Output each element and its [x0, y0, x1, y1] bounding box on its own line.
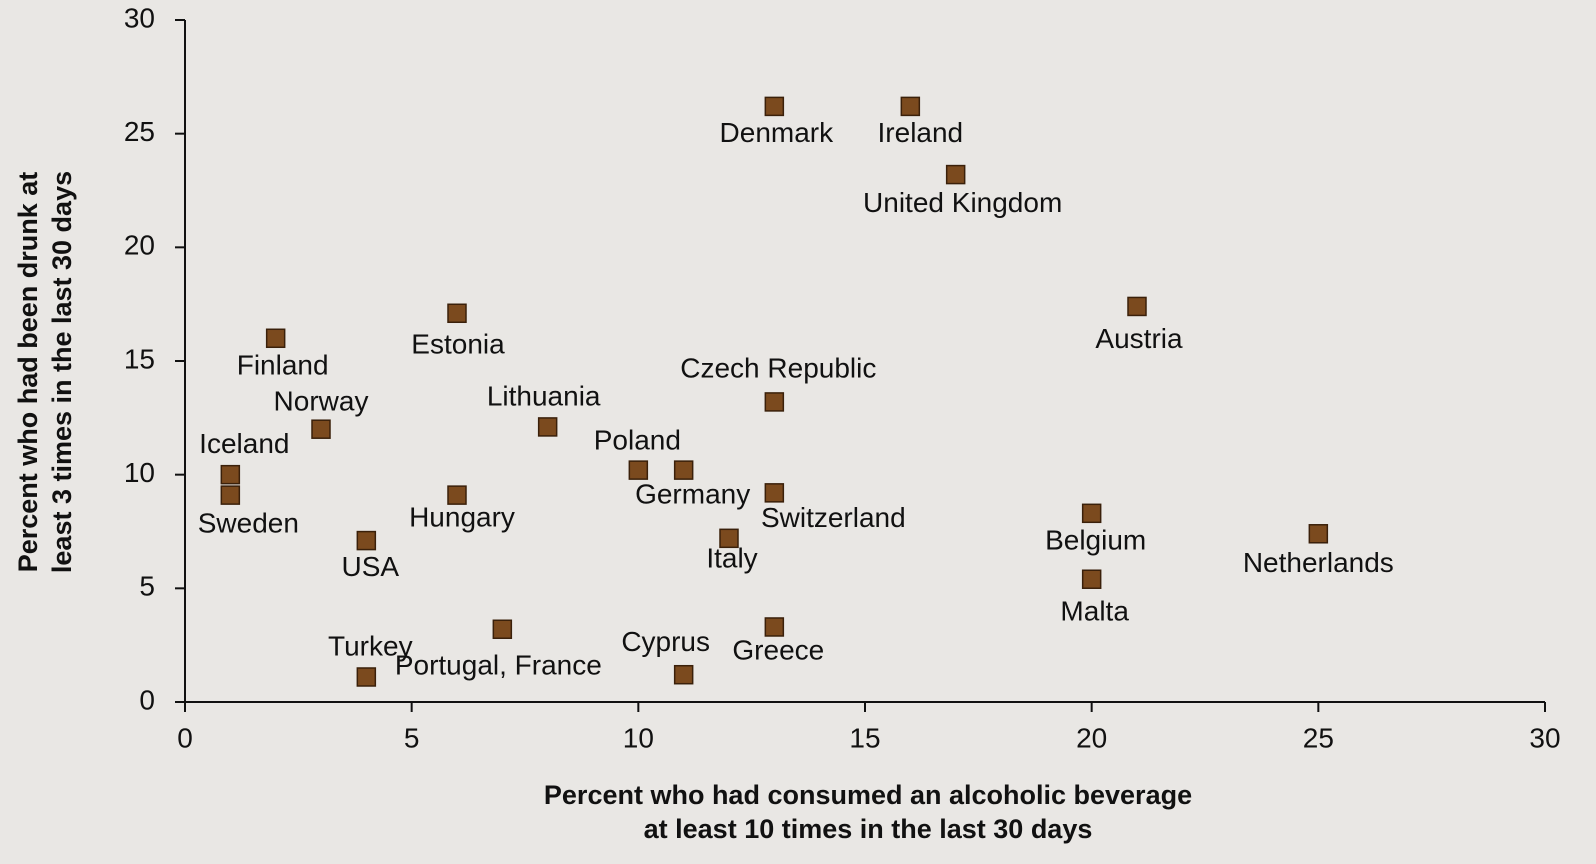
point-label: Hungary — [409, 502, 515, 533]
y-axis-title: least 3 times in the last 30 days — [47, 171, 77, 573]
point — [447, 485, 467, 505]
x-tick-label: 25 — [1303, 722, 1334, 753]
point-label: Sweden — [198, 508, 299, 539]
point — [764, 483, 785, 503]
point — [764, 96, 785, 117]
point — [900, 96, 921, 117]
x-tick-label: 0 — [177, 722, 193, 753]
point — [945, 164, 966, 185]
point-label: Malta — [1060, 596, 1129, 627]
y-tick-label: 0 — [139, 684, 155, 715]
point — [265, 328, 286, 349]
point-label: Lithuania — [487, 380, 601, 411]
point-label: Italy — [706, 543, 757, 574]
point — [1081, 503, 1102, 524]
point-label: Norway — [274, 386, 369, 417]
x-axis-title: at least 10 times in the last 30 days — [644, 814, 1093, 844]
point-label: Czech Republic — [680, 352, 876, 383]
point-label: Greece — [732, 634, 824, 665]
x-tick-label: 20 — [1076, 722, 1107, 753]
point — [673, 460, 694, 480]
point-label: Cyprus — [621, 626, 710, 657]
x-tick-label: 15 — [849, 722, 880, 753]
point — [764, 392, 785, 412]
y-tick-label: 10 — [124, 457, 155, 488]
point — [220, 485, 241, 505]
point-label: Finland — [237, 350, 329, 381]
point — [719, 528, 739, 549]
point-label: Poland — [594, 425, 681, 456]
point — [764, 617, 785, 637]
point — [1127, 296, 1147, 317]
point-label: Iceland — [199, 428, 289, 459]
point — [356, 530, 377, 551]
point — [628, 460, 649, 480]
point — [537, 417, 558, 437]
y-tick-label: 5 — [139, 571, 155, 602]
y-axis-title: Percent who had been drunk at — [13, 172, 43, 573]
point-label: Portugal, France — [395, 650, 602, 681]
point-label: Estonia — [411, 329, 505, 360]
point-label: United Kingdom — [863, 187, 1062, 218]
point — [311, 419, 331, 439]
point — [220, 464, 241, 485]
point — [1308, 524, 1329, 544]
point — [492, 619, 513, 640]
point — [447, 303, 467, 324]
point-label: USA — [342, 551, 400, 582]
point — [356, 667, 377, 687]
x-tick-label: 5 — [404, 722, 420, 753]
y-tick-label: 15 — [124, 343, 155, 374]
point-label: Austria — [1095, 323, 1183, 354]
point-label: Netherlands — [1243, 547, 1394, 578]
point — [1081, 569, 1102, 589]
point-label: Belgium — [1045, 525, 1146, 556]
x-tick-label: 10 — [623, 722, 654, 753]
point-label: Ireland — [878, 117, 964, 148]
y-tick-label: 30 — [124, 2, 155, 33]
point-label: Switzerland — [761, 502, 906, 533]
x-tick-label: 30 — [1529, 722, 1560, 753]
point-label: Germany — [635, 479, 750, 510]
y-tick-label: 25 — [124, 116, 155, 147]
point-label: Turkey — [328, 630, 413, 661]
y-tick-label: 20 — [124, 230, 155, 261]
x-axis-title: Percent who had consumed an alcoholic be… — [544, 780, 1192, 810]
point-label: Denmark — [720, 117, 835, 148]
point — [673, 664, 694, 685]
